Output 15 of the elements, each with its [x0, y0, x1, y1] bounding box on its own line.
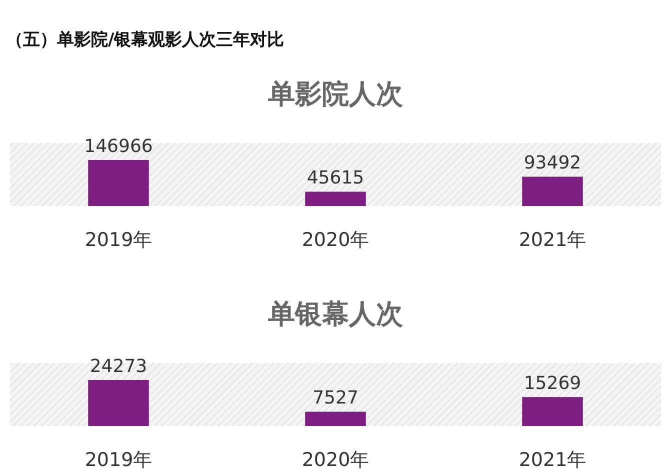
data-label: 15269 — [524, 373, 582, 394]
data-label: 146966 — [84, 136, 153, 157]
chart-title: 单银幕人次 — [267, 299, 404, 330]
chart-title: 单影院人次 — [267, 79, 404, 110]
data-label: 24273 — [90, 356, 148, 377]
data-label: 93492 — [524, 152, 582, 174]
x-tick-label: 2020年 — [302, 229, 370, 251]
data-label: 7527 — [312, 388, 358, 409]
x-tick-label: 2019年 — [84, 449, 152, 471]
data-label: 45615 — [306, 168, 364, 189]
x-tick-label: 2020年 — [302, 449, 370, 471]
x-tick-label: 2021年 — [518, 229, 586, 251]
x-tick-label: 2019年 — [84, 229, 152, 251]
x-tick-label: 2021年 — [518, 449, 586, 471]
text: （五）单影院/银幕观影人次三年对比 — [6, 30, 284, 50]
